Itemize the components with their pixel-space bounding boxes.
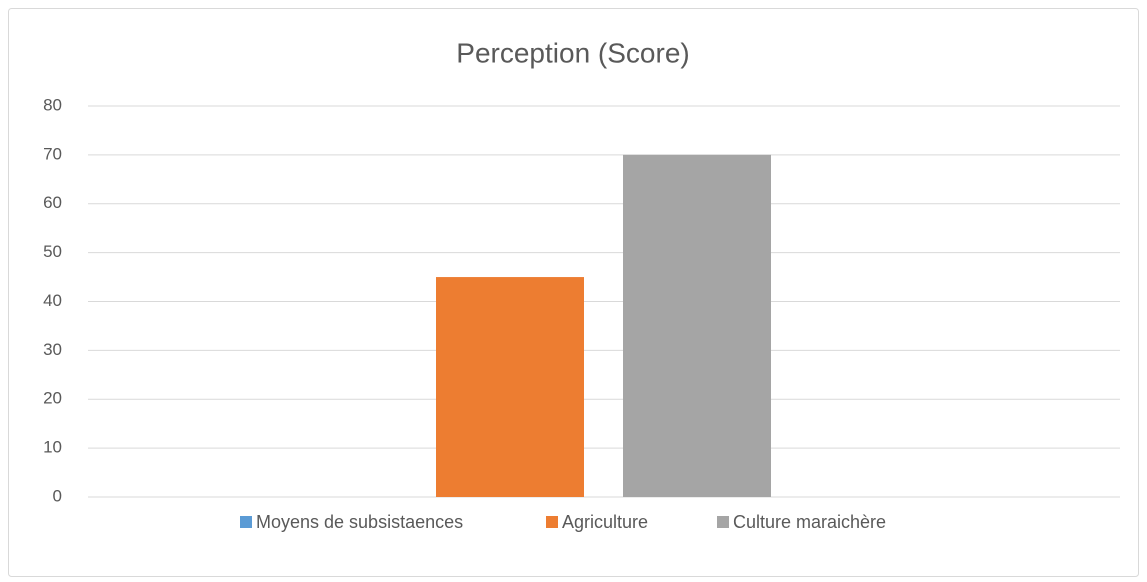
y-tick-label: 50: [43, 242, 62, 261]
y-tick-label: 0: [53, 486, 62, 505]
y-tick-label: 10: [43, 438, 62, 457]
legend-swatch: [546, 516, 558, 528]
legend-swatch: [717, 516, 729, 528]
legend-swatch: [240, 516, 252, 528]
y-tick-label: 60: [43, 193, 62, 212]
y-tick-label: 30: [43, 340, 62, 359]
legend-label: Culture maraichère: [733, 512, 886, 532]
y-tick-label: 80: [43, 95, 62, 114]
bar: [623, 154, 771, 497]
chart-title: Perception (Score): [456, 37, 689, 68]
legend-label: Agriculture: [562, 512, 648, 532]
bar: [436, 277, 584, 497]
y-tick-label: 40: [43, 291, 62, 310]
y-tick-label: 70: [43, 144, 62, 163]
y-tick-label: 20: [43, 389, 62, 408]
legend-label: Moyens de subsistaences: [256, 512, 463, 532]
